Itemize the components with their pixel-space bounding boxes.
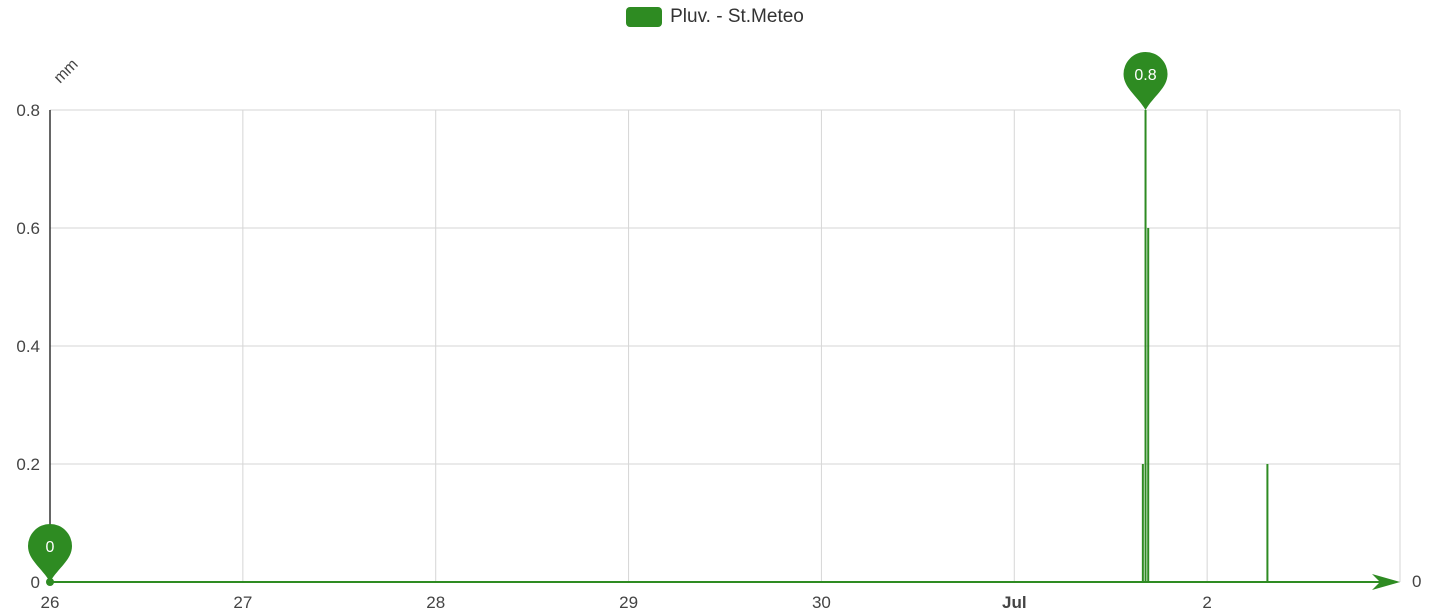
origin-dot [46, 578, 54, 586]
legend-swatch[interactable] [626, 7, 663, 27]
legend[interactable]: Pluv. - St.Meteo [0, 6, 1430, 28]
x-tick-label: 30 [812, 593, 831, 612]
x-tick-label: 28 [426, 593, 445, 612]
y-tick-label: 0.6 [16, 219, 40, 238]
y-tick-label: 0.4 [16, 337, 40, 356]
x-axis-arrow [1372, 574, 1400, 590]
legend-label[interactable]: Pluv. - St.Meteo [670, 6, 804, 27]
y-tick-label: 0.2 [16, 455, 40, 474]
bar [1147, 228, 1150, 582]
marker-pin-min [28, 524, 72, 582]
x-axis-end-label: 0 [1412, 572, 1421, 591]
marker-label-max: 0.8 [1134, 67, 1156, 84]
x-tick-label: 29 [619, 593, 638, 612]
bar [1266, 464, 1269, 582]
marker-label-min: 0 [46, 539, 55, 556]
y-tick-label: 0 [31, 573, 40, 592]
x-tick-label: 27 [233, 593, 252, 612]
y-axis-unit: mm [51, 56, 82, 87]
marker-pin-max [1123, 52, 1168, 110]
x-tick-label: 26 [41, 593, 60, 612]
x-tick-label: Jul [1002, 593, 1027, 612]
bar [1144, 110, 1147, 582]
x-tick-label: 2 [1202, 593, 1211, 612]
y-tick-label: 0.8 [16, 101, 40, 120]
bar [1141, 464, 1144, 582]
